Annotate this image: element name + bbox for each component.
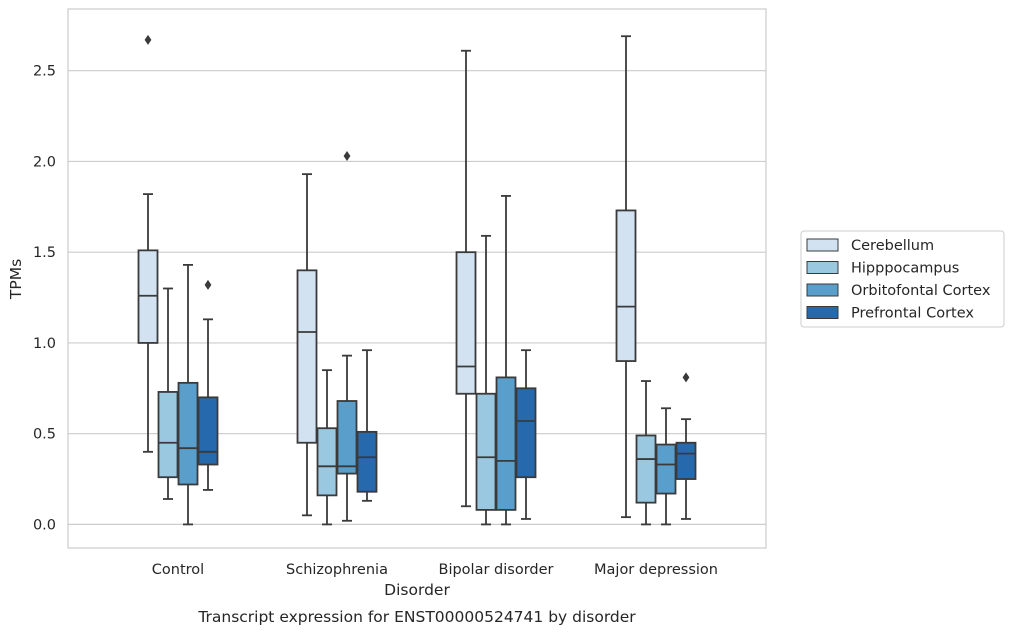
y-axis-title: TPMs xyxy=(7,259,25,300)
box-orbitofontal-cortex xyxy=(495,195,517,526)
y-tick-label: 1.0 xyxy=(33,336,56,352)
box-prefrontal-cortex xyxy=(515,349,537,520)
outlier-point xyxy=(343,151,351,161)
box-hipppocampus xyxy=(475,234,497,526)
box-prefrontal-cortex xyxy=(675,372,697,520)
box-prefrontal-cortex xyxy=(356,349,378,502)
box-iqr xyxy=(177,381,199,486)
legend-label: Hipppocampus xyxy=(851,261,959,277)
box-cerebellum xyxy=(615,35,637,519)
plot-frame xyxy=(67,8,767,549)
box-iqr xyxy=(455,251,477,395)
box-iqr xyxy=(197,396,219,466)
box-iqr xyxy=(356,430,378,493)
box-iqr xyxy=(635,434,657,504)
x-axis-title: Disorder xyxy=(384,581,450,599)
y-tick-labels: 0.0 0.5 1.0 1.5 2.0 2.5 xyxy=(33,64,56,534)
box-orbitofontal-cortex xyxy=(336,151,358,522)
y-tick-label: 0.0 xyxy=(33,517,56,533)
box-iqr xyxy=(296,269,318,444)
box-cerebellum xyxy=(455,49,477,508)
x-tick-label: Schizophrenia xyxy=(286,562,388,578)
box-iqr xyxy=(615,209,637,362)
box-iqr xyxy=(336,400,358,475)
legend-swatch xyxy=(806,283,839,297)
legend-swatch xyxy=(806,261,839,274)
y-tick-label: 0.5 xyxy=(33,427,56,443)
boxes xyxy=(137,34,697,526)
x-tick-labels: Control Schizophrenia Bipolar disorder Majo… xyxy=(152,562,718,578)
box-iqr xyxy=(515,387,537,479)
x-tick-label: Bipolar disorder xyxy=(439,562,554,578)
outlier-point xyxy=(682,372,690,383)
legend: Cerebellum Hipppocampus Orbitofontal Corte… xyxy=(800,230,1005,328)
outlier-point xyxy=(204,279,212,290)
outlier-point xyxy=(144,34,152,45)
box-hipppocampus xyxy=(157,287,179,500)
box-cerebellum xyxy=(137,34,159,453)
box-iqr xyxy=(495,376,517,511)
legend-swatch xyxy=(806,238,839,252)
box-iqr xyxy=(655,443,677,495)
box-orbitofontal-cortex xyxy=(655,407,677,526)
y-tick-label: 2.5 xyxy=(33,64,56,80)
x-tick-label: Control xyxy=(152,562,204,578)
box-cerebellum xyxy=(296,173,318,517)
legend-swatch xyxy=(806,306,839,319)
box-iqr xyxy=(675,441,697,480)
legend-frame xyxy=(800,230,1005,328)
box-iqr xyxy=(137,249,159,344)
box-orbitofontal-cortex xyxy=(177,263,199,526)
x-tick-label: Major depression xyxy=(594,562,718,578)
y-tick-label: 2.0 xyxy=(33,154,56,170)
legend-label: Prefrontal Cortex xyxy=(851,306,974,322)
box-iqr xyxy=(316,427,338,497)
y-tick-label: 1.5 xyxy=(33,245,56,261)
box-hipppocampus xyxy=(635,380,657,526)
box-prefrontal-cortex xyxy=(197,279,219,491)
legend-label: Cerebellum xyxy=(851,238,934,254)
legend-label: Orbitofontal Cortex xyxy=(851,283,991,299)
box-iqr xyxy=(475,392,497,511)
box-iqr xyxy=(157,391,179,479)
box-hipppocampus xyxy=(316,369,338,526)
chart-caption: Transcript expression for ENST0000052474… xyxy=(197,608,636,626)
